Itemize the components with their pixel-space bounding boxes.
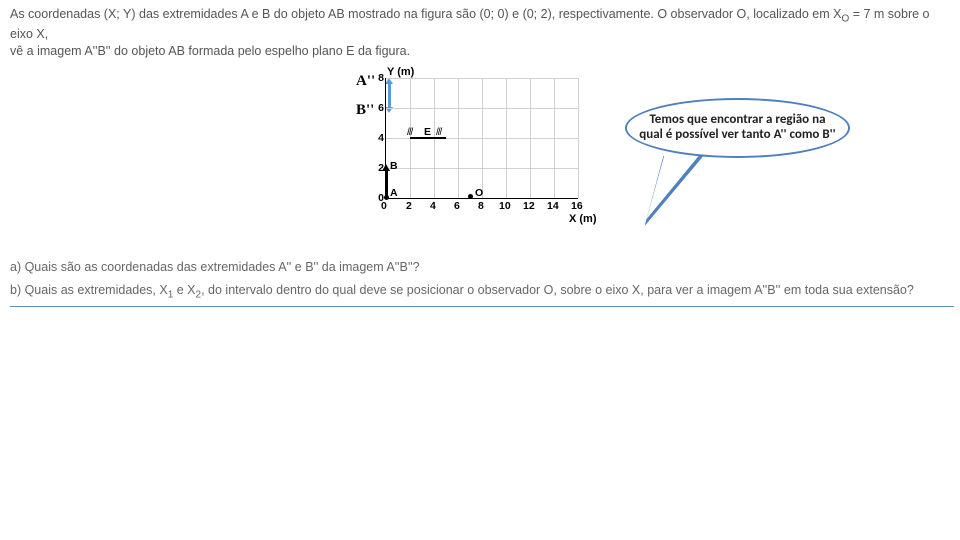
x-axis-label: X (m)	[569, 213, 597, 225]
question-a: a) Quais são as coordenadas das extremid…	[10, 259, 950, 276]
ytick-0: 0	[374, 192, 384, 204]
qb-part2: , do intervalo dentro do qual deve se po…	[201, 283, 914, 297]
qb-mid: e X	[173, 283, 195, 297]
ytick-8: 8	[374, 72, 384, 84]
xtick-8: 8	[478, 200, 484, 212]
xtick-12: 12	[523, 200, 535, 212]
ytick-6: 6	[374, 102, 384, 114]
intro-text-1: As coordenadas (X; Y) das extremidades A…	[10, 7, 841, 21]
point-a-label: A	[390, 187, 398, 199]
point-o-dot	[468, 194, 473, 199]
label-a-prime: A''	[356, 73, 375, 90]
label-b-prime: B''	[356, 102, 374, 119]
question-b: b) Quais as extremidades, X1 e X2, do in…	[10, 282, 954, 307]
xtick-16: 16	[571, 200, 583, 212]
xtick-10: 10	[499, 200, 511, 212]
point-b-label: B	[390, 160, 398, 172]
qb-part1: b) Quais as extremidades, X	[10, 283, 168, 297]
question-a-text: a) Quais são as coordenadas das extremid…	[10, 260, 420, 274]
mirror-label: E	[424, 126, 431, 138]
intro-text-2: vê a imagem A''B'' do objeto AB formada …	[10, 44, 410, 58]
ytick-2: 2	[374, 162, 384, 174]
figure-row: Y (m) X (m) A'' B'' /// /// E	[10, 68, 950, 253]
callout-text: Temos que encontrar a região na qual é p…	[637, 113, 838, 143]
ytick-4: 4	[374, 132, 384, 144]
problem-statement: As coordenadas (X; Y) das extremidades A…	[10, 6, 950, 60]
mirror-hatch-left: ///	[407, 127, 412, 138]
mirror-hatch-right: ///	[436, 127, 441, 138]
xtick-14: 14	[547, 200, 559, 212]
point-o-label: O	[475, 187, 483, 199]
object-ab-line	[385, 168, 388, 198]
coordinate-figure: Y (m) X (m) A'' B'' /// /// E	[347, 68, 607, 238]
xtick-2: 2	[406, 200, 412, 212]
callout-bubble: Temos que encontrar a região na qual é p…	[625, 98, 850, 158]
y-axis-label: Y (m)	[387, 66, 414, 78]
xtick-4: 4	[430, 200, 436, 212]
xtick-6: 6	[454, 200, 460, 212]
grid: /// /// E A B O	[385, 78, 578, 199]
